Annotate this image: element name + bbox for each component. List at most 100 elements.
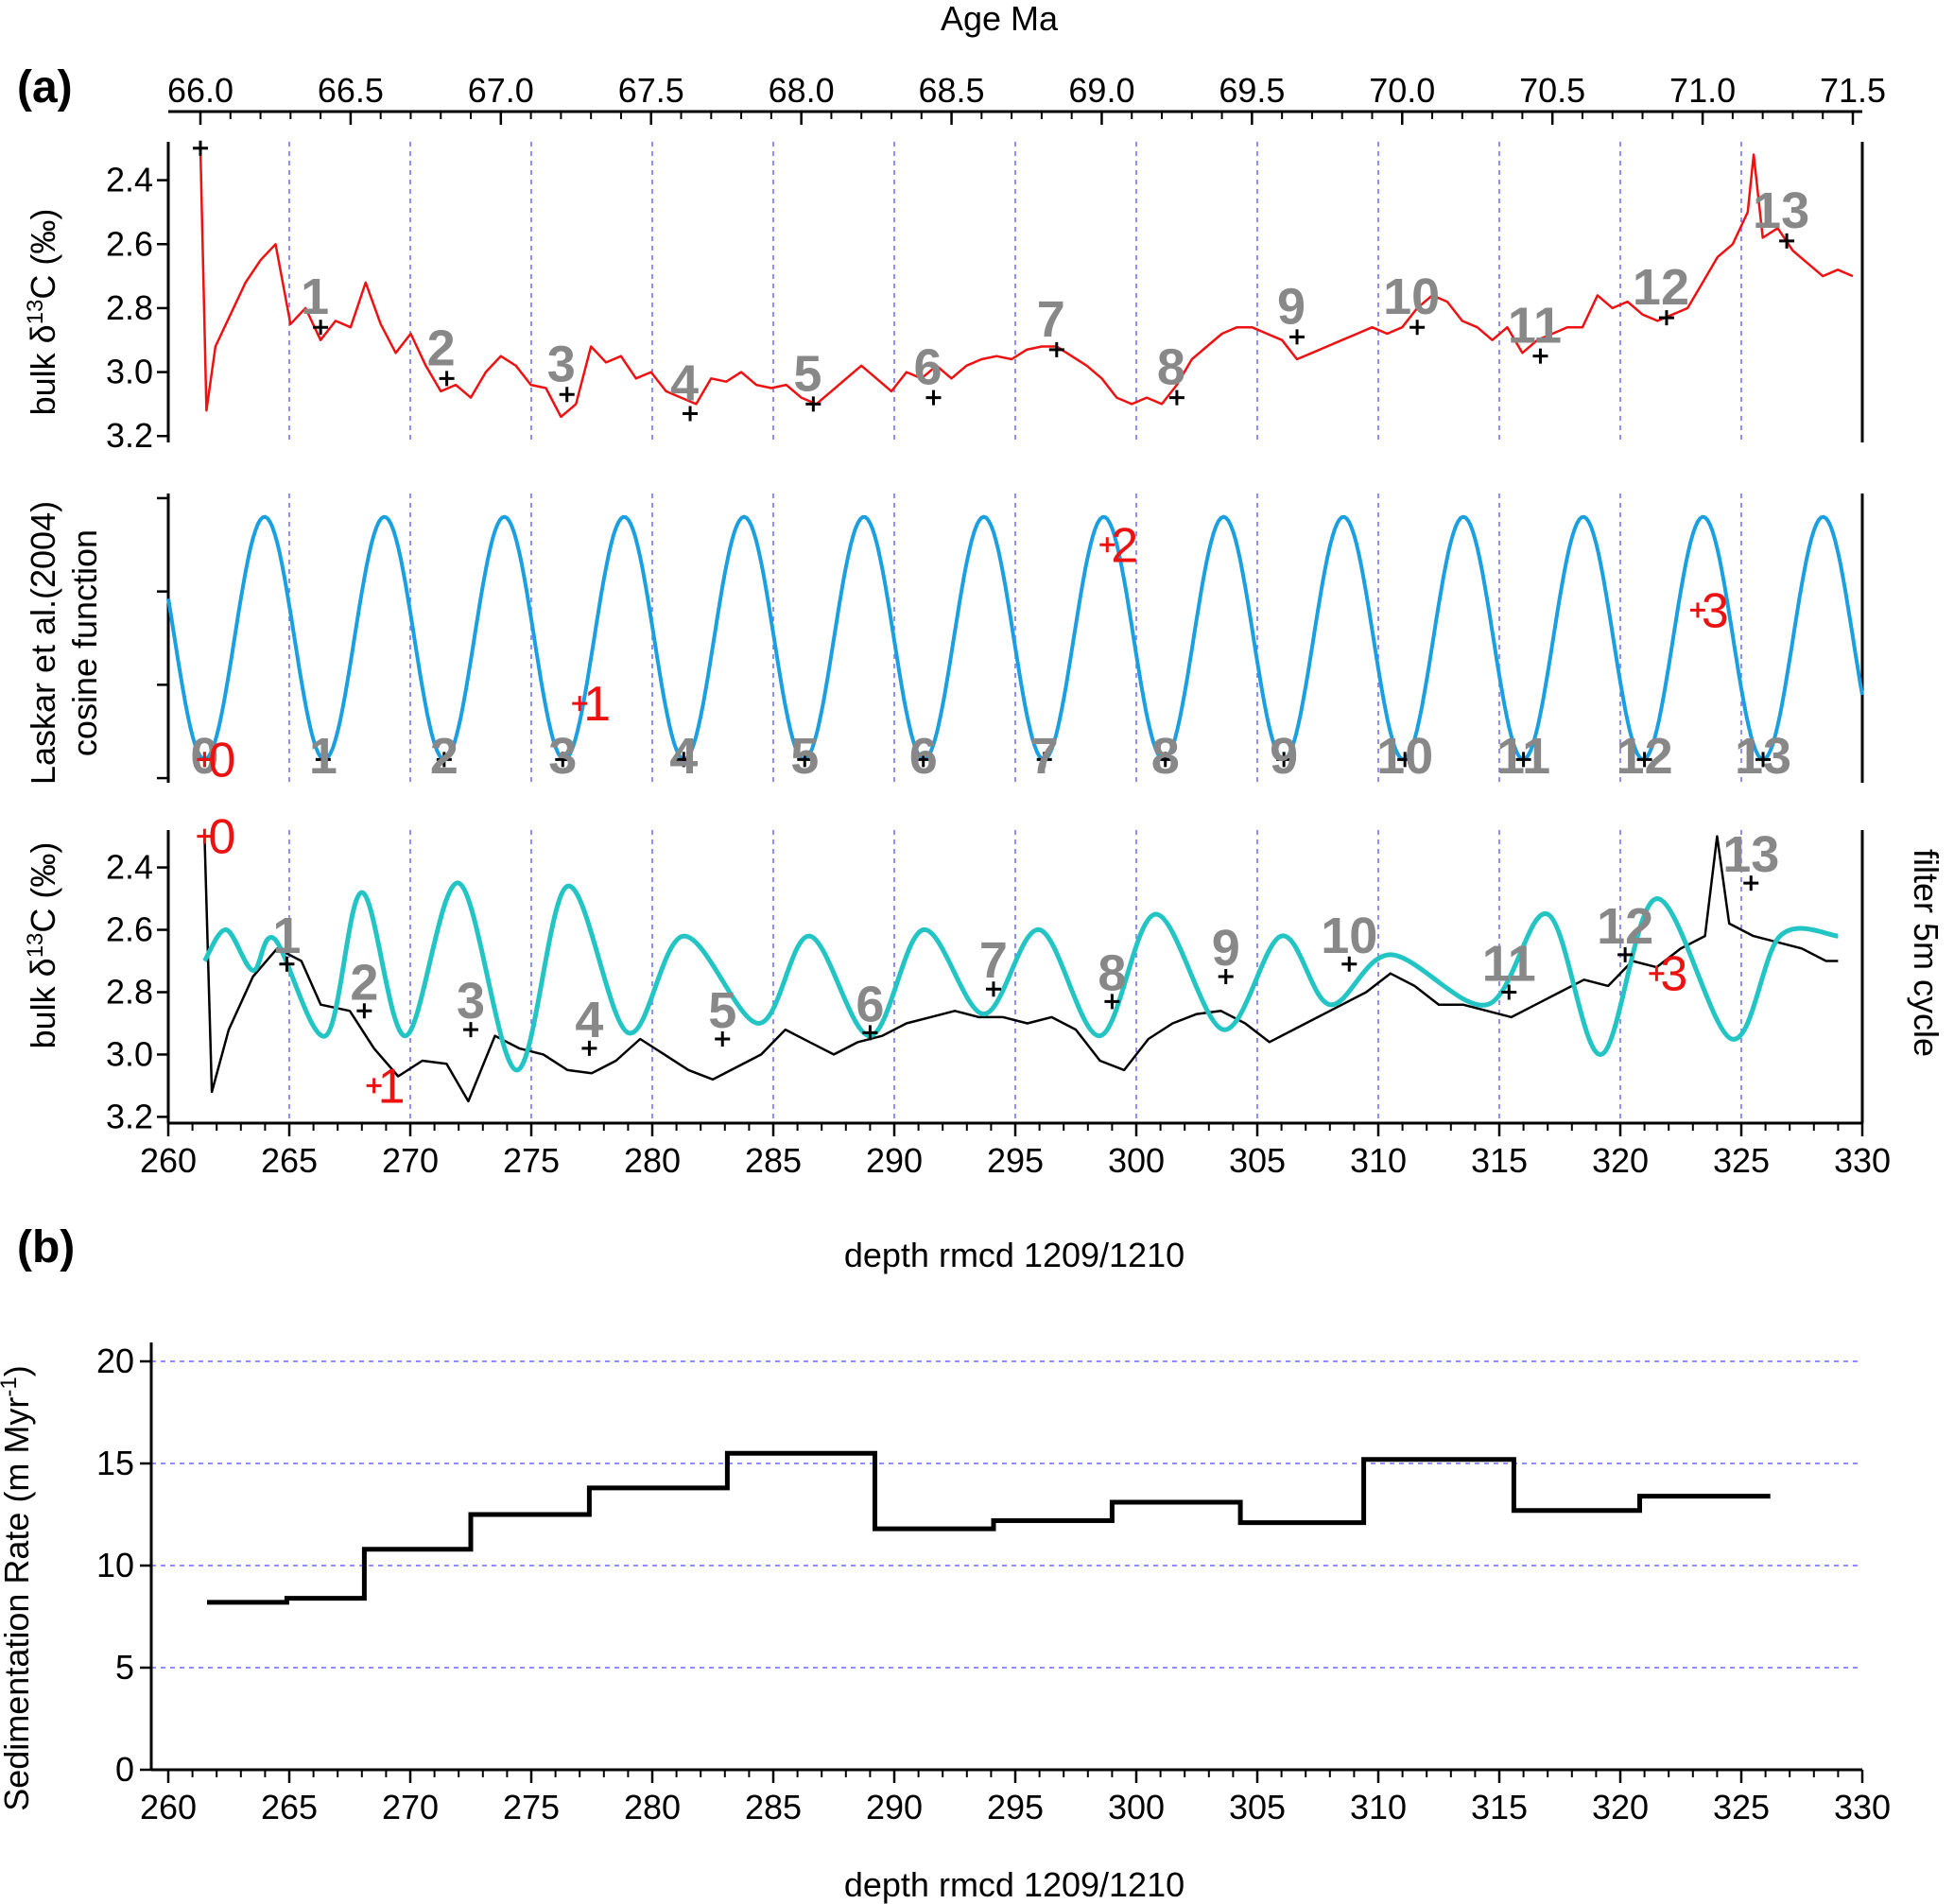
cycle-label: 3 (547, 336, 576, 392)
depth-axis-title-b: depth rmcd 1209/1210 (844, 1865, 1185, 1904)
minimum-marker (1157, 752, 1173, 768)
minimum-marker (797, 752, 813, 768)
y-tick-label: 3.2 (106, 416, 153, 455)
ylabel-a2-line2: cosine function (65, 529, 104, 756)
x-tick-label: 310 (1350, 1141, 1407, 1180)
y-tick-label: 0 (115, 1750, 134, 1789)
cycle-label: 1 (301, 268, 329, 325)
x-tick-label: 310 (1350, 1788, 1407, 1826)
y-tick-label: 2.6 (106, 910, 153, 949)
minimum-label: 2 (430, 728, 458, 785)
x-tick-label: 315 (1471, 1788, 1528, 1826)
x-tick-label: 260 (140, 1141, 197, 1180)
x-tick-label: 330 (1834, 1788, 1891, 1826)
x-tick-label: 275 (503, 1788, 560, 1826)
age-tick-label: 68.5 (919, 71, 985, 110)
x-tick-label: 290 (866, 1788, 923, 1826)
age-tick-label: 69.0 (1068, 71, 1134, 110)
cycle-marker (1501, 984, 1517, 1000)
x-tick-label: 300 (1108, 1141, 1165, 1180)
panel-a2: 0123456789101112130123 (157, 493, 1864, 788)
red-marker-label: 1 (378, 1059, 406, 1114)
x-tick-label: 320 (1592, 1141, 1649, 1180)
red-marker (572, 696, 588, 712)
cycle-label: 6 (913, 339, 942, 396)
cycle-label: 10 (1383, 268, 1440, 325)
cycle-marker (1743, 875, 1759, 891)
minimum-label: 7 (1030, 728, 1059, 785)
cycle-marker (1048, 341, 1064, 357)
x-tick-label: 320 (1592, 1788, 1649, 1826)
y-tick-label: 15 (96, 1444, 134, 1482)
minimum-marker (436, 752, 452, 768)
cycle-label: 9 (1277, 278, 1306, 335)
minimum-label: 3 (548, 728, 577, 785)
age-tick-label: 66.5 (318, 71, 384, 110)
d13c-depth-series (203, 835, 1839, 1103)
x-tick-label: 330 (1834, 1141, 1891, 1180)
minimum-label: 1 (309, 728, 337, 785)
cycle-marker (715, 1030, 731, 1047)
cycle-marker (1104, 994, 1120, 1010)
minimum-marker (676, 752, 692, 768)
cycle-label: 5 (793, 345, 821, 402)
ylabel-a2-line1: Laskar et al.(2004) (24, 501, 62, 785)
minimum-marker (915, 752, 931, 768)
cycle-marker (1168, 389, 1185, 406)
cycle-marker (1341, 956, 1357, 972)
y-tick-label: 2.6 (106, 224, 153, 263)
cycle-marker (805, 396, 821, 412)
minimum-label: 11 (1496, 728, 1550, 785)
cycle-marker (862, 1025, 878, 1041)
panel-b-label: (b) (17, 1222, 75, 1272)
x-tick-label: 325 (1713, 1141, 1770, 1180)
cycle-label: 10 (1321, 908, 1377, 964)
x-tick-label: 300 (1108, 1788, 1165, 1826)
x-tick-label: 295 (987, 1141, 1044, 1180)
minimum-label: 6 (909, 728, 938, 785)
red-marker-label: 0 (208, 733, 235, 788)
age-tick-label: 70.5 (1519, 71, 1585, 110)
cycle-label: 4 (670, 355, 699, 412)
cycle-marker (925, 389, 942, 406)
minimum-marker (1636, 752, 1652, 768)
minimum-marker (1397, 752, 1413, 768)
age-tick-label: 71.5 (1820, 71, 1886, 110)
red-marker-label: 0 (208, 810, 235, 865)
minimum-label: 4 (669, 728, 698, 785)
cycle-label: 8 (1157, 339, 1185, 396)
cycle-marker (559, 387, 575, 403)
cycle-label: 8 (1098, 944, 1126, 1001)
cycle-marker (1532, 348, 1548, 364)
sedimentation-rate-series (207, 1450, 1771, 1605)
cycle-marker (581, 1040, 597, 1056)
y-tick-label: 10 (96, 1546, 134, 1584)
top-axis-title: Age Ma (941, 0, 1059, 38)
minimum-marker (1276, 752, 1292, 768)
y-tick-label: 2.8 (106, 288, 153, 327)
minimum-label: 10 (1376, 728, 1433, 785)
panel-a1: 66.0 66.5 67.0 67.5 68.0 68.5 69.0 69.5 70.0 70.5… (106, 71, 1886, 455)
x-tick-label: 280 (624, 1141, 681, 1180)
x-tick-label: 270 (382, 1141, 439, 1180)
cycle-label: 12 (1633, 259, 1689, 316)
age-tick-label: 67.0 (468, 71, 534, 110)
y-tick-label: 3.0 (106, 353, 153, 391)
age-tick-label: 70.0 (1369, 71, 1435, 110)
cycle-marker (1617, 946, 1634, 962)
x-tick-label: 280 (624, 1788, 681, 1826)
x-tick-label: 285 (745, 1141, 802, 1180)
cycle-marker (193, 140, 208, 156)
age-tick-label: 69.5 (1219, 71, 1285, 110)
minimum-label: 13 (1735, 728, 1791, 785)
red-marker (1649, 965, 1665, 981)
cycle-label: 1 (272, 908, 301, 964)
red-marker-label: 3 (1660, 947, 1687, 1002)
x-tick-label: 315 (1471, 1141, 1528, 1180)
minimum-label: 8 (1151, 728, 1180, 785)
cycle-marker (1409, 320, 1426, 336)
minimum-label: 5 (790, 728, 819, 785)
minimum-marker (315, 752, 331, 768)
x-tick-label: 305 (1229, 1788, 1286, 1826)
